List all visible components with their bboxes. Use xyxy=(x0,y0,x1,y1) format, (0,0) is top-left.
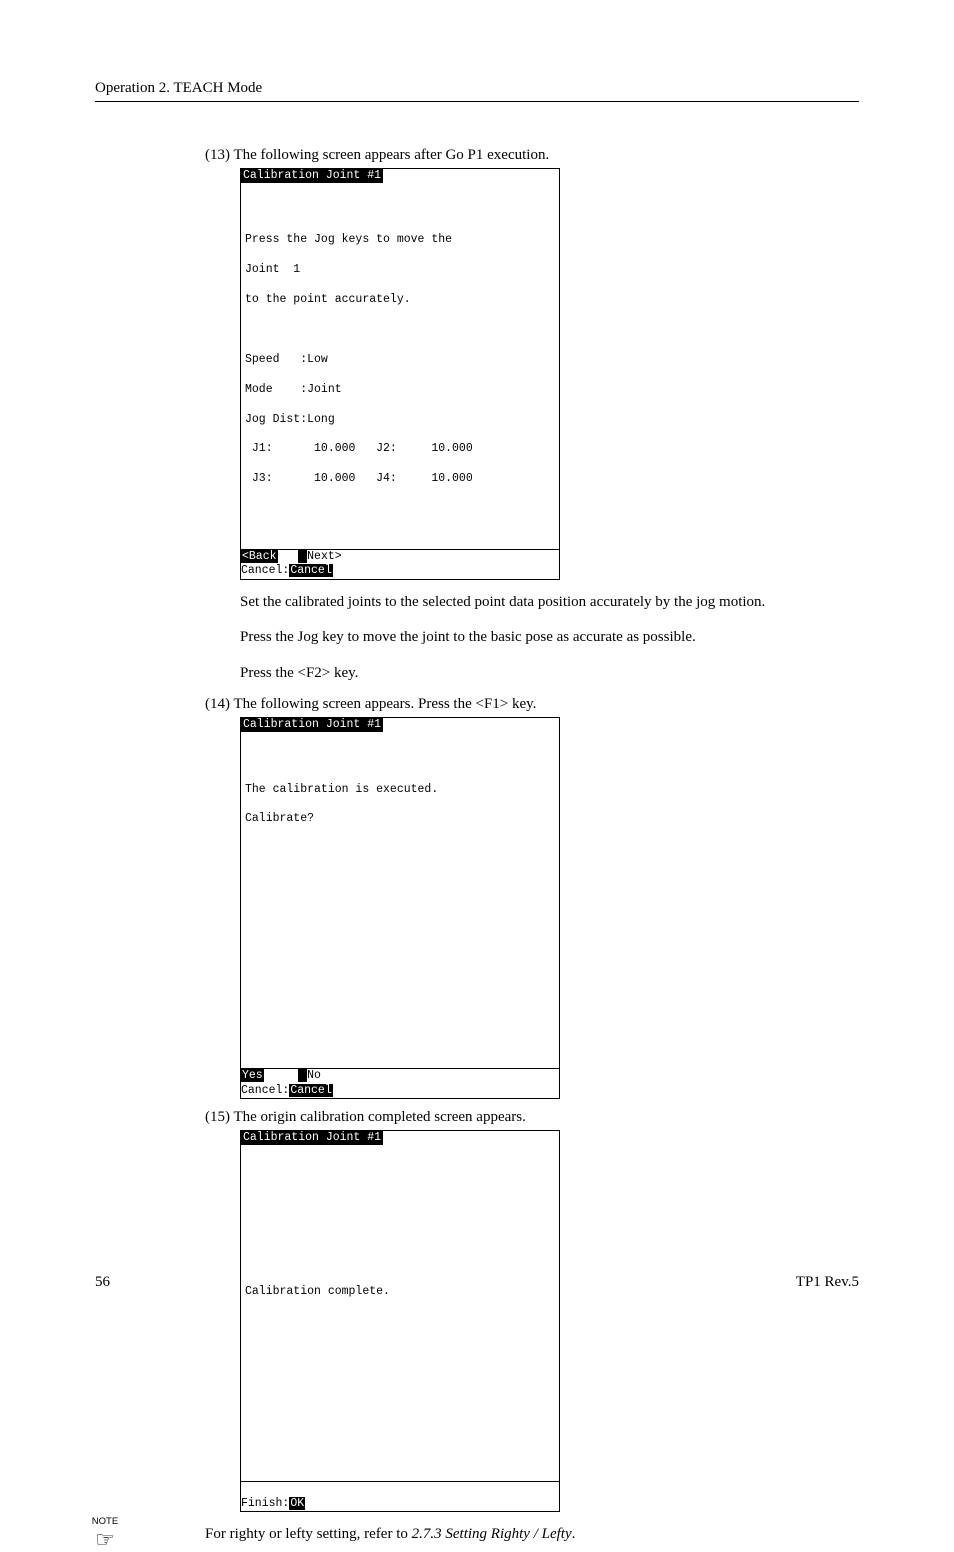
key-cursor xyxy=(298,1069,307,1082)
term-line: Joint 1 xyxy=(245,263,555,278)
step-text: The following screen appears. Press the … xyxy=(233,696,536,712)
back-button[interactable]: <Back xyxy=(241,550,278,563)
terminal-body: Calibration complete. xyxy=(241,1145,559,1482)
note-ref: 2.7.3 Setting Righty / Lefty xyxy=(412,1526,572,1542)
ok-button[interactable]: OK xyxy=(289,1497,305,1510)
terminal-title: Calibration Joint #1 xyxy=(241,1131,383,1145)
note-text: NOTE xyxy=(80,1516,130,1527)
step-num: (15) xyxy=(205,1109,230,1125)
note-block: NOTE ☞ For righty or lefty setting, refe… xyxy=(205,1522,859,1548)
page-number: 56 xyxy=(95,1274,110,1291)
terminal-body: Press the Jog keys to move the Joint 1 t… xyxy=(241,183,559,550)
term-line: Calibrate? xyxy=(245,812,555,827)
step-13-para3: Press the <F2> key. xyxy=(240,661,859,687)
no-button[interactable]: No xyxy=(307,1069,321,1082)
cancel-button[interactable]: Cancel xyxy=(289,1084,332,1097)
term-line: J1: 10.000 J2: 10.000 xyxy=(245,442,555,457)
terminal-screen-15: Calibration Joint #1 Calibration complet… xyxy=(240,1130,560,1512)
page-header: Operation 2. TEACH Mode xyxy=(95,80,859,102)
term-line: Jog Dist:Long xyxy=(245,413,555,428)
terminal-title: Calibration Joint #1 xyxy=(241,169,383,183)
step-13-para1: Set the calibrated joints to the selecte… xyxy=(240,590,859,616)
next-button[interactable]: Next> xyxy=(307,550,342,563)
step-13-lead: (13) The following screen appears after … xyxy=(238,147,859,164)
terminal-footer: Yes No Cancel:Cancel xyxy=(241,1068,559,1098)
cancel-label: Cancel: xyxy=(241,564,289,577)
step-text: The following screen appears after Go P1… xyxy=(233,147,549,163)
yes-button[interactable]: Yes xyxy=(241,1069,264,1082)
step-text: The origin calibration completed screen … xyxy=(233,1109,525,1125)
terminal-footer: Finish:OK xyxy=(241,1481,559,1511)
terminal-body: The calibration is executed. Calibrate? xyxy=(241,732,559,1069)
main-content: (13) The following screen appears after … xyxy=(205,147,859,1548)
note-post: . xyxy=(572,1526,576,1542)
terminal-screen-13: Calibration Joint #1 Press the Jog keys … xyxy=(240,168,560,580)
terminal-footer: <Back Next> Cancel:Cancel xyxy=(241,549,559,579)
cancel-button[interactable]: Cancel xyxy=(289,564,332,577)
term-line: Press the Jog keys to move the xyxy=(245,233,555,248)
note-pre: For righty or lefty setting, refer to xyxy=(205,1526,412,1542)
hand-icon: ☞ xyxy=(80,1529,130,1551)
doc-revision: TP1 Rev.5 xyxy=(796,1274,859,1291)
terminal-screen-14: Calibration Joint #1 The calibration is … xyxy=(240,717,560,1099)
step-15-lead: (15) The origin calibration completed sc… xyxy=(238,1109,859,1126)
term-line: J3: 10.000 J4: 10.000 xyxy=(245,472,555,487)
step-num: (14) xyxy=(205,696,230,712)
term-line: Speed :Low xyxy=(245,353,555,368)
step-14-lead: (14) The following screen appears. Press… xyxy=(238,696,859,713)
note-label: NOTE ☞ xyxy=(80,1516,130,1551)
term-line: to the point accurately. xyxy=(245,293,555,308)
cancel-label: Cancel: xyxy=(241,1084,289,1097)
term-line: Mode :Joint xyxy=(245,383,555,398)
page-footer: 56 TP1 Rev.5 xyxy=(95,1274,859,1291)
step-num: (13) xyxy=(205,147,230,163)
note-para: For righty or lefty setting, refer to 2.… xyxy=(205,1522,859,1548)
key-cursor xyxy=(298,550,307,563)
finish-label: Finish: xyxy=(241,1497,289,1510)
term-line: The calibration is executed. xyxy=(245,783,555,798)
step-13-para2: Press the Jog key to move the joint to t… xyxy=(240,625,859,651)
terminal-title: Calibration Joint #1 xyxy=(241,718,383,732)
